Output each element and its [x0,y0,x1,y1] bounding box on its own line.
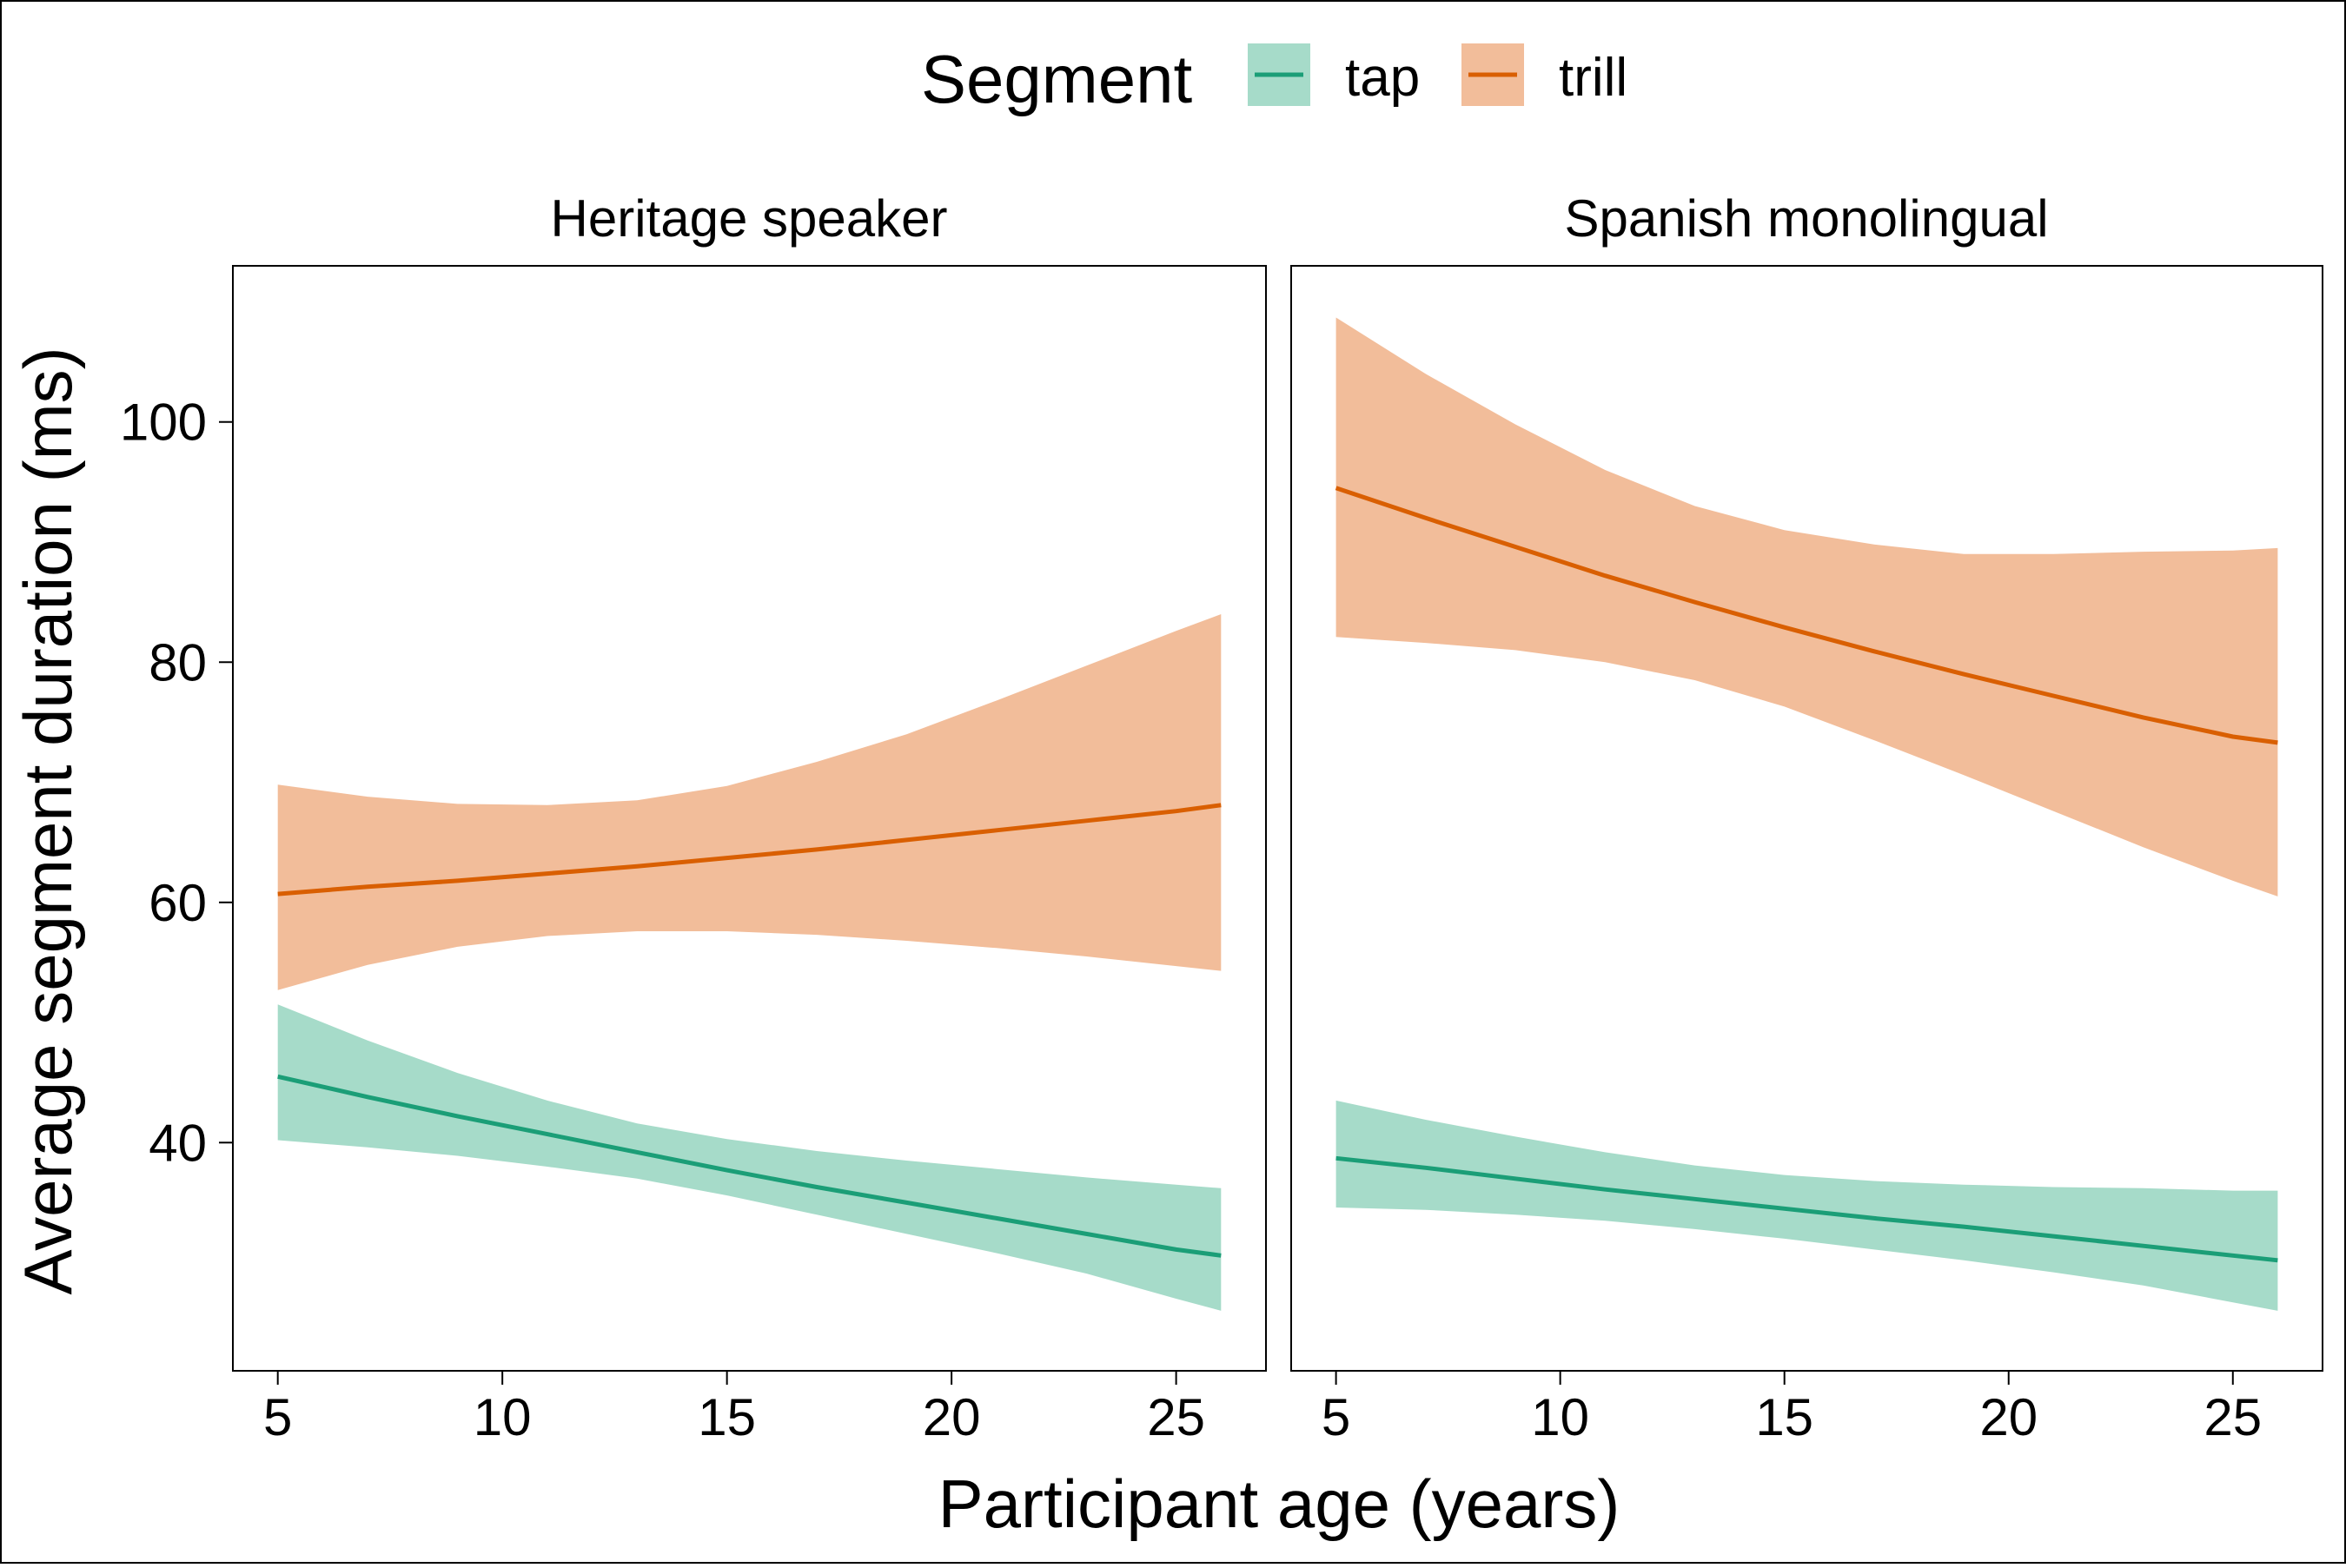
panel-title-spanish-monolingual: Spanish monolingual [1564,189,2048,248]
panel-frame [232,265,1267,1372]
y-tick-label: 100 [120,394,207,452]
series-line-trill [1335,486,2278,745]
y-tick-label: 80 [149,633,207,691]
ci-band-tap [1335,1100,2278,1311]
series-line-tap [277,1074,1222,1258]
legend-label-trill: trill [1559,48,1627,108]
series-line-trill [277,803,1222,896]
ci-band-trill [277,614,1222,990]
y-axis-title: Average segment duration (ms) [10,347,86,1294]
y-tick-label: 60 [149,874,207,932]
x-tick-label: 15 [698,1388,756,1446]
y-tick-label: 40 [149,1114,207,1172]
x-tick-label: 20 [923,1388,981,1446]
legend-item-tap: tap [1248,43,1420,108]
legend-item-trill: trill [1461,43,1627,108]
x-tick-label: 10 [474,1388,532,1446]
x-tick-label: 5 [263,1388,292,1446]
x-tick-label: 10 [1531,1388,1589,1446]
panel-heritage-speaker: 5 10 15 20 25 40 60 80 100 [120,265,1267,1446]
x-tick-label: 15 [1755,1388,1813,1446]
panel-title-heritage-speaker: Heritage speaker [551,189,948,248]
legend: Segment tap trill [921,41,1627,117]
panel-frame [1290,265,2323,1372]
x-axis-title: Participant age (years) [938,1465,1620,1542]
legend-label-tap: tap [1345,48,1420,108]
x-tick-label: 25 [2204,1388,2262,1446]
ci-band-tap [277,1004,1222,1311]
panel-spanish-monolingual: 5 10 15 20 25 [1290,265,2323,1446]
x-tick-label: 20 [1979,1388,2038,1446]
legend-title: Segment [921,41,1193,117]
ci-band-trill [1335,317,2278,896]
x-tick-label: 5 [1322,1388,1350,1446]
x-tick-label: 25 [1147,1388,1205,1446]
series-line-tap [1335,1155,2278,1263]
